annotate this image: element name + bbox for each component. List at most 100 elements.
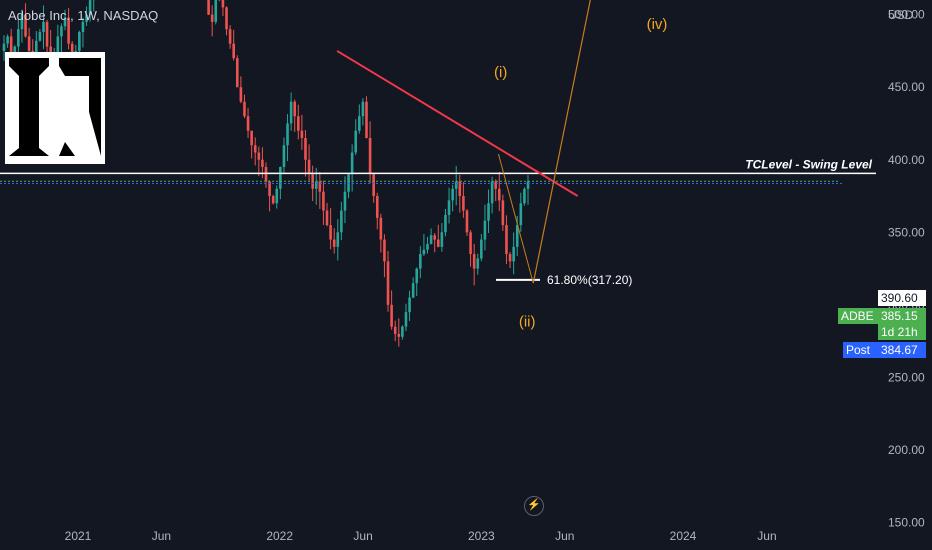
- candle-body: [508, 254, 512, 262]
- candle-body: [6, 36, 9, 44]
- candle-body: [35, 40, 38, 59]
- candle-body: [232, 43, 235, 59]
- x-tick-label: Jun: [555, 529, 574, 543]
- candle-body: [454, 181, 458, 189]
- wave-labels: (i)(ii)(iii)(iv)(v): [494, 16, 667, 331]
- candle-body: [297, 116, 300, 131]
- candle-body: [78, 32, 81, 51]
- x-tick-label: 2024: [670, 529, 697, 543]
- candle-body: [322, 191, 325, 211]
- candle-body: [314, 181, 318, 189]
- candle-body: [343, 191, 347, 211]
- post-market-price-tag: 384.67: [878, 342, 926, 358]
- x-tick-label: 2021: [65, 529, 92, 543]
- candle-body: [483, 220, 487, 240]
- lightning-icon[interactable]: ⚡: [524, 496, 544, 516]
- y-tick-label: 500.00: [888, 8, 925, 22]
- y-tick-label: 350.00: [888, 225, 925, 239]
- candle-body: [325, 210, 329, 226]
- candle-body: [480, 239, 483, 259]
- candle-body: [358, 116, 361, 131]
- y-tick-label: 200.00: [888, 443, 925, 457]
- candle-body: [261, 159, 264, 168]
- candle-body: [419, 254, 422, 269]
- candle-body: [401, 326, 404, 337]
- candle-body: [243, 101, 246, 117]
- candle-body: [250, 130, 253, 146]
- candle-body: [365, 101, 368, 138]
- candle-body: [67, 17, 70, 44]
- candle-body: [411, 283, 415, 298]
- candle-body: [451, 188, 454, 201]
- candle-body: [81, 21, 85, 33]
- candle-body: [27, 36, 31, 51]
- candle-body: [397, 333, 401, 337]
- candle-body: [42, 21, 45, 33]
- candle-body: [45, 21, 49, 47]
- candle-body: [415, 268, 419, 284]
- candle-body: [300, 130, 304, 138]
- candle-body: [9, 36, 13, 59]
- x-tick-label: Jun: [757, 529, 776, 543]
- candle-body: [63, 17, 67, 27]
- candle-body: [228, 29, 232, 44]
- candle-body: [336, 232, 340, 247]
- candle-body: [429, 235, 433, 244]
- symbol-tag: ADBE: [838, 308, 878, 324]
- post-market-label: Post: [843, 342, 878, 358]
- candle-body: [271, 196, 275, 204]
- candle-body: [70, 43, 74, 59]
- candle-body: [24, 14, 27, 37]
- candle-body: [289, 101, 293, 124]
- candle-body: [221, 0, 225, 8]
- x-tick-label: 2023: [468, 529, 495, 543]
- candle-body: [472, 254, 476, 269]
- candle-body: [307, 159, 311, 175]
- candle-body: [422, 249, 426, 255]
- candle-body: [526, 181, 530, 189]
- candle-body: [465, 210, 469, 233]
- candle-body: [368, 137, 372, 175]
- candle-body: [458, 181, 462, 197]
- candle-body: [347, 174, 350, 192]
- candle-body: [350, 152, 354, 175]
- candle-body: [501, 200, 505, 226]
- wave-label: (ii): [519, 314, 536, 331]
- candle-body: [210, 14, 214, 22]
- candle-body: [235, 58, 239, 88]
- candle-body: [2, 43, 6, 51]
- candle-body: [332, 239, 336, 247]
- candle-body: [462, 196, 465, 211]
- candle-body: [361, 101, 365, 117]
- candle-body: [246, 116, 250, 131]
- currency-label: USD: [888, 8, 914, 22]
- candle-body: [20, 14, 24, 30]
- candle-body: [329, 225, 332, 240]
- candle-body: [390, 304, 393, 327]
- candle-body: [268, 181, 271, 197]
- candle-body: [318, 181, 322, 192]
- candle-body: [286, 123, 289, 146]
- candle-body: [304, 137, 307, 160]
- wave-i-ii-connector: [497, 153, 534, 284]
- candle-body: [85, 14, 88, 22]
- candle-body: [447, 200, 451, 215]
- candle-body: [436, 239, 440, 247]
- candle-body: [426, 243, 429, 250]
- candle-body: [279, 167, 282, 189]
- candle-body: [293, 101, 297, 117]
- candle-body: [469, 232, 472, 255]
- candle-body: [487, 203, 490, 221]
- wave-projection-path: [532, 0, 591, 284]
- wave-label: (i): [494, 64, 507, 81]
- candle-body: [282, 145, 286, 168]
- x-tick-label: Jun: [353, 529, 372, 543]
- brand-logo: [5, 52, 105, 164]
- candle-body: [393, 326, 397, 334]
- candle-body: [444, 214, 447, 233]
- candle-body: [375, 196, 379, 218]
- candle-body: [264, 167, 268, 182]
- candlestick-series: [2, 0, 530, 347]
- x-tick-label: Jun: [152, 529, 171, 543]
